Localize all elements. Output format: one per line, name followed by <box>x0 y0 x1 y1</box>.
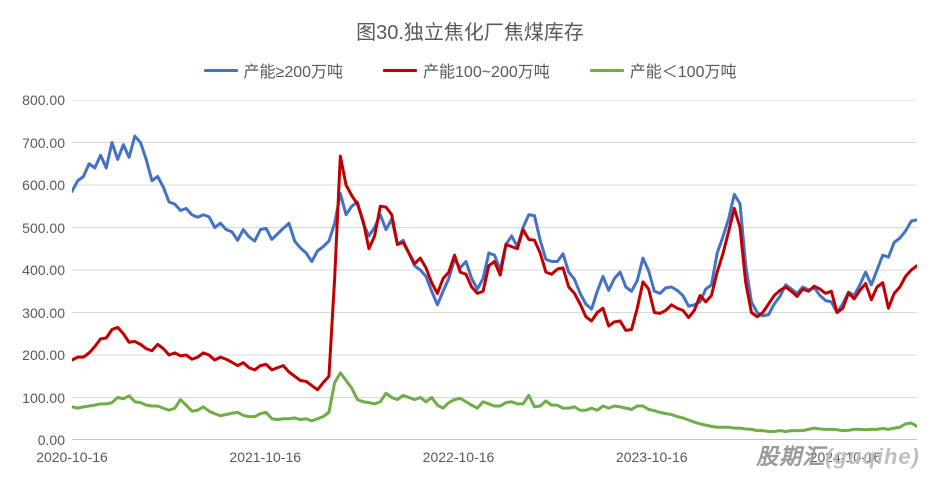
legend-swatch-0 <box>204 69 238 72</box>
x-tick-0: 2020-10-16 <box>36 449 108 465</box>
y-tick-4: 400.00 <box>9 262 65 278</box>
legend-item-0: 产能≥200万吨 <box>204 58 343 82</box>
x-tick-4: 2024-10-16 <box>810 449 882 465</box>
y-tick-0: 0.00 <box>9 432 65 448</box>
x-tick-3: 2023-10-16 <box>616 449 688 465</box>
legend-label-0: 产能≥200万吨 <box>244 58 343 82</box>
legend-item-1: 产能100~200万吨 <box>383 58 550 82</box>
y-tick-6: 600.00 <box>9 177 65 193</box>
series-lines <box>72 136 917 431</box>
x-tick-1: 2021-10-16 <box>229 449 301 465</box>
x-tick-2: 2022-10-16 <box>423 449 495 465</box>
y-tick-5: 500.00 <box>9 220 65 236</box>
y-tick-1: 100.00 <box>9 390 65 406</box>
chart-title: 图30.独立焦化厂焦煤库存 <box>0 16 940 45</box>
y-tick-8: 800.00 <box>9 92 65 108</box>
gridlines <box>72 100 917 440</box>
series-line <box>72 373 917 432</box>
legend-label-2: 产能＜100万吨 <box>630 58 737 82</box>
legend: 产能≥200万吨 产能100~200万吨 产能＜100万吨 <box>0 58 940 82</box>
y-tick-3: 300.00 <box>9 305 65 321</box>
legend-swatch-2 <box>590 69 624 72</box>
chart-container: 图30.独立焦化厂焦煤库存 产能≥200万吨 产能100~200万吨 产能＜10… <box>0 0 940 503</box>
plot-svg <box>72 100 917 440</box>
legend-label-1: 产能100~200万吨 <box>423 58 550 82</box>
y-tick-2: 200.00 <box>9 347 65 363</box>
legend-item-2: 产能＜100万吨 <box>590 58 737 82</box>
legend-swatch-1 <box>383 69 417 72</box>
y-tick-7: 700.00 <box>9 135 65 151</box>
